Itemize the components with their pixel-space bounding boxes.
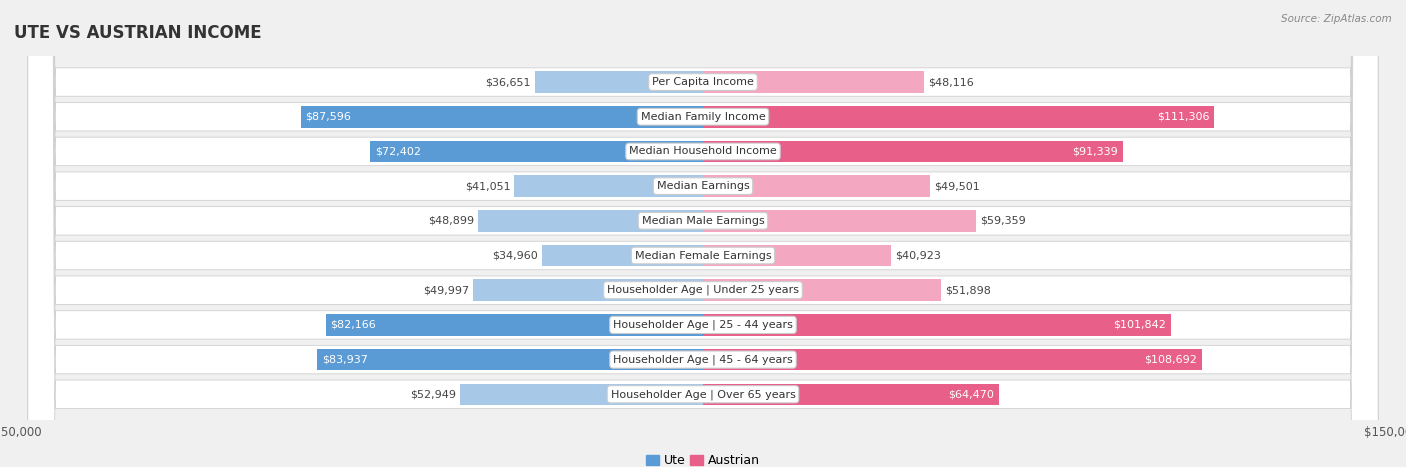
FancyBboxPatch shape xyxy=(28,0,1378,467)
Text: Householder Age | 45 - 64 years: Householder Age | 45 - 64 years xyxy=(613,354,793,365)
Bar xyxy=(543,245,703,266)
Text: $49,997: $49,997 xyxy=(423,285,470,295)
Bar xyxy=(534,71,703,93)
Bar xyxy=(703,176,931,197)
Bar xyxy=(478,210,703,232)
Text: $64,470: $64,470 xyxy=(949,389,994,399)
Text: $41,051: $41,051 xyxy=(465,181,510,191)
Text: Householder Age | 25 - 44 years: Householder Age | 25 - 44 years xyxy=(613,319,793,330)
FancyBboxPatch shape xyxy=(28,0,1378,467)
Bar xyxy=(703,210,976,232)
Text: $51,898: $51,898 xyxy=(945,285,991,295)
Text: UTE VS AUSTRIAN INCOME: UTE VS AUSTRIAN INCOME xyxy=(14,24,262,42)
Bar xyxy=(370,141,703,162)
FancyBboxPatch shape xyxy=(28,0,1378,467)
Text: $40,923: $40,923 xyxy=(896,250,941,261)
Text: $91,339: $91,339 xyxy=(1071,147,1118,156)
Text: Median Earnings: Median Earnings xyxy=(657,181,749,191)
FancyBboxPatch shape xyxy=(28,0,1378,467)
FancyBboxPatch shape xyxy=(28,0,1378,467)
Text: Householder Age | Under 25 years: Householder Age | Under 25 years xyxy=(607,285,799,296)
Bar xyxy=(326,314,703,336)
Text: Median Female Earnings: Median Female Earnings xyxy=(634,250,772,261)
Text: Median Household Income: Median Household Income xyxy=(628,147,778,156)
Text: Source: ZipAtlas.com: Source: ZipAtlas.com xyxy=(1281,14,1392,24)
Bar xyxy=(703,141,1122,162)
Text: $36,651: $36,651 xyxy=(485,77,530,87)
Bar xyxy=(318,349,703,370)
Text: $108,692: $108,692 xyxy=(1144,354,1198,365)
Legend: Ute, Austrian: Ute, Austrian xyxy=(641,449,765,467)
Bar xyxy=(703,71,924,93)
Text: $72,402: $72,402 xyxy=(375,147,422,156)
Bar xyxy=(703,279,942,301)
Bar xyxy=(703,349,1202,370)
Text: $49,501: $49,501 xyxy=(935,181,980,191)
Text: $59,359: $59,359 xyxy=(980,216,1025,226)
Bar xyxy=(474,279,703,301)
FancyBboxPatch shape xyxy=(28,0,1378,467)
Text: Median Male Earnings: Median Male Earnings xyxy=(641,216,765,226)
Bar xyxy=(515,176,703,197)
Text: Per Capita Income: Per Capita Income xyxy=(652,77,754,87)
Text: $101,842: $101,842 xyxy=(1114,320,1166,330)
Bar xyxy=(703,106,1215,127)
Text: $83,937: $83,937 xyxy=(322,354,368,365)
Text: Householder Age | Over 65 years: Householder Age | Over 65 years xyxy=(610,389,796,400)
Text: $34,960: $34,960 xyxy=(492,250,538,261)
Bar xyxy=(703,245,891,266)
Text: Median Family Income: Median Family Income xyxy=(641,112,765,122)
FancyBboxPatch shape xyxy=(28,0,1378,467)
Text: $52,949: $52,949 xyxy=(409,389,456,399)
Text: $48,116: $48,116 xyxy=(928,77,974,87)
Text: $111,306: $111,306 xyxy=(1157,112,1209,122)
Bar xyxy=(460,383,703,405)
Text: $48,899: $48,899 xyxy=(429,216,474,226)
FancyBboxPatch shape xyxy=(28,0,1378,467)
FancyBboxPatch shape xyxy=(28,0,1378,467)
Bar xyxy=(301,106,703,127)
Text: $87,596: $87,596 xyxy=(305,112,352,122)
Text: $82,166: $82,166 xyxy=(330,320,377,330)
Bar xyxy=(703,314,1171,336)
FancyBboxPatch shape xyxy=(28,0,1378,467)
Bar xyxy=(703,383,1000,405)
